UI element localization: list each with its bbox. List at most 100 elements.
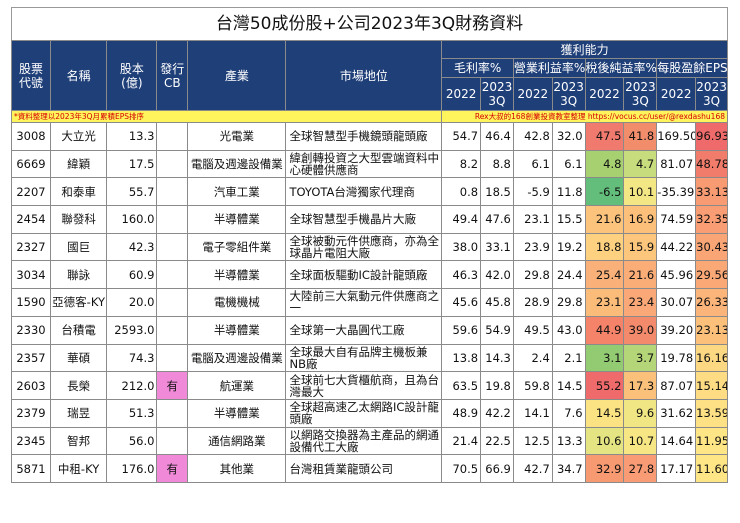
cell-operating-margin-2022: 23.1: [512, 205, 553, 234]
cell-cb: [156, 122, 189, 151]
cell-net-margin-2022: 55.2: [584, 371, 625, 400]
cell-industry: 半導體業: [187, 398, 287, 428]
cell-position: 全球面板驅動IC設計龍頭廠: [285, 260, 443, 290]
cell-position: 以網路交換器為主產品的網通設備代工大廠: [285, 426, 443, 456]
cell-code: 3034: [11, 260, 51, 290]
cell-eps-2022: 169.50: [656, 122, 697, 151]
cell-position: 全球最大自有品牌主機板兼NB廠: [285, 343, 443, 373]
cell-industry: 半導體業: [187, 205, 287, 234]
table-row: 2603 長榮 212.0 有航運業 全球前七大貨櫃航商，且為台灣最大 63.5 19.8 5…: [11, 371, 728, 400]
cell-eps-2023q3: 13.59: [695, 398, 728, 428]
table-row: 2207 和泰車 55.7 汽車工業 TOYOTA台灣獨家代理商 0.8 18.5 -5.9 1…: [11, 177, 728, 207]
table-row: 2330 台積電 2593.0 半導體業 全球第一大晶圓代工廠 59.6 54.9 49.5 4…: [11, 315, 728, 345]
cell-capital: 74.3: [106, 343, 158, 373]
cell-gross-margin-2023q3: 22.5: [480, 426, 514, 456]
cell-net-margin-2022: 21.6: [584, 205, 625, 234]
cell-industry: 航運業: [187, 371, 287, 400]
cell-gross-margin-2022: 49.4: [441, 205, 482, 234]
cell-gross-margin-2023q3: 42.0: [480, 260, 514, 290]
table-row: 3034 聯詠 60.9 半導體業 全球面板驅動IC設計龍頭廠 46.3 42.0 29.8 2…: [11, 260, 728, 290]
header-gross-margin: 毛利率%: [441, 58, 514, 78]
header-profitability: 獲利能力: [441, 40, 728, 59]
cell-net-margin-2023q3: 17.3: [623, 371, 658, 400]
sort-note: *資料整理以2023年3Q月累積EPS排序: [10, 110, 443, 123]
cell-cb: [156, 149, 189, 179]
cell-capital: 55.7: [106, 177, 158, 207]
cell-cb: [156, 232, 189, 262]
cell-operating-margin-2023q3: 13.3: [551, 426, 586, 456]
cell-eps-2023q3: 30.43: [695, 232, 728, 262]
cell-capital: 160.0: [106, 205, 158, 234]
cell-eps-2023q3: 26.33: [695, 288, 728, 317]
cell-net-margin-2022: 23.1: [584, 288, 625, 317]
cell-operating-margin-2022: 59.8: [512, 371, 553, 400]
cell-cb: [156, 426, 189, 456]
cell-operating-margin-2023q3: 43.0: [551, 315, 586, 345]
table-row: 6669 緯穎 17.5 電腦及週邊設備業 緯創轉投資之大型雲端資料中心硬體供應商 8.2…: [11, 149, 728, 179]
cell-name: 華碩: [49, 343, 108, 373]
cell-gross-margin-2023q3: 8.8: [480, 149, 514, 179]
cell-eps-2022: 81.07: [656, 149, 697, 179]
cell-eps-2023q3: 23.13: [695, 315, 728, 345]
source-note: Rex大叔的168創業投資教室整理 https://vocus.cc/user/…: [441, 110, 728, 123]
cell-net-margin-2023q3: 39.0: [623, 315, 658, 345]
cell-industry: 光電業: [187, 122, 287, 151]
cell-cb: [156, 177, 189, 207]
cell-industry: 半導體業: [187, 260, 287, 290]
cell-gross-margin-2023q3: 18.5: [480, 177, 514, 207]
cell-net-margin-2023q3: 10.1: [623, 177, 658, 207]
cell-eps-2022: 74.59: [656, 205, 697, 234]
cell-operating-margin-2023q3: 19.2: [551, 232, 586, 262]
cell-industry: 半導體業: [187, 315, 287, 345]
cell-name: 長榮: [49, 371, 108, 400]
cell-net-margin-2023q3: 23.4: [623, 288, 658, 317]
cell-industry: 電腦及週邊設備業: [187, 343, 287, 373]
cell-position: 台灣租賃業龍頭公司: [285, 454, 443, 483]
cell-code: 2207: [11, 177, 51, 207]
cell-code: 2603: [11, 371, 51, 400]
cell-gross-margin-2023q3: 66.9: [480, 454, 514, 483]
cell-net-margin-2023q3: 3.7: [623, 343, 658, 373]
header-net-margin: 稅後純益率%: [584, 58, 658, 78]
sheet-title: 台灣50成份股+公司2023年3Q財務資料: [11, 7, 728, 40]
cell-operating-margin-2022: -5.9: [512, 177, 553, 207]
cell-operating-margin-2022: 14.1: [512, 398, 553, 428]
cell-position: 全球被動元件供應商，亦為全球晶片電阻大廠: [285, 232, 443, 262]
cell-operating-margin-2023q3: 29.8: [551, 288, 586, 317]
cell-capital: 2593.0: [106, 315, 158, 345]
cell-eps-2023q3: 11.95: [695, 426, 728, 456]
cell-gross-margin-2023q3: 46.4: [480, 122, 514, 151]
header-nm-2022: 2022: [584, 77, 625, 111]
cell-cb: [156, 398, 189, 428]
cell-net-margin-2022: 3.1: [584, 343, 625, 373]
cell-operating-margin-2022: 49.5: [512, 315, 553, 345]
cell-net-margin-2022: 25.4: [584, 260, 625, 290]
cell-operating-margin-2022: 12.5: [512, 426, 553, 456]
cell-position: 緯創轉投資之大型雲端資料中心硬體供應商: [285, 149, 443, 179]
table-row: 2454 聯發科 160.0 半導體業 全球智慧型手機晶片大廠 49.4 47.6 23.1 1…: [11, 205, 728, 234]
header-name: 名稱: [49, 40, 108, 111]
cell-cb: 有: [156, 454, 189, 483]
cell-position: 大陸前三大氣動元件供應商之一: [285, 288, 443, 317]
cell-cb: [156, 315, 189, 345]
header-operating-margin: 營業利益率%: [512, 58, 586, 78]
cell-name: 聯詠: [49, 260, 108, 290]
cell-net-margin-2022: 18.8: [584, 232, 625, 262]
cell-position: 全球第一大晶圓代工廠: [285, 315, 443, 345]
cell-capital: 20.0: [106, 288, 158, 317]
cell-gross-margin-2023q3: 42.2: [480, 398, 514, 428]
table-row: 1590 亞德客-KY 20.0 電機機械 大陸前三大氣動元件供應商之一 45.6 45.8…: [11, 288, 728, 317]
cell-eps-2023q3: 16.16: [695, 343, 728, 373]
cell-operating-margin-2022: 29.8: [512, 260, 553, 290]
header-cb: 發行 CB: [156, 40, 189, 111]
cell-gross-margin-2022: 38.0: [441, 232, 482, 262]
cell-code: 1590: [11, 288, 51, 317]
cell-gross-margin-2022: 45.6: [441, 288, 482, 317]
cell-net-margin-2022: -6.5: [584, 177, 625, 207]
cell-name: 亞德客-KY: [49, 288, 108, 317]
cell-net-margin-2023q3: 41.8: [623, 122, 658, 151]
cell-net-margin-2023q3: 4.7: [623, 149, 658, 179]
cell-gross-margin-2022: 54.7: [441, 122, 482, 151]
cell-net-margin-2022: 47.5: [584, 122, 625, 151]
cell-net-margin-2023q3: 21.6: [623, 260, 658, 290]
